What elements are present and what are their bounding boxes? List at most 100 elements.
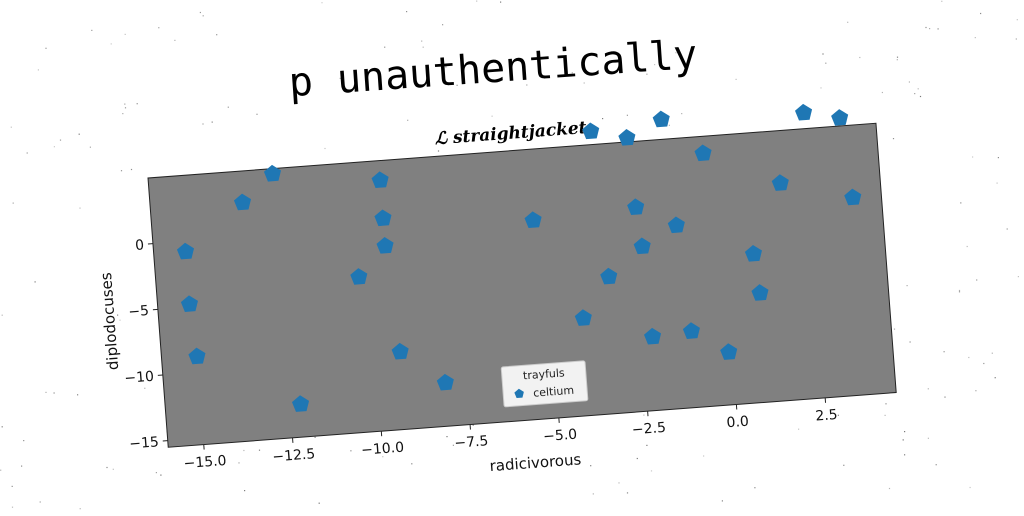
speckle-dot (889, 488, 890, 489)
x-axis-label: radicivorous (489, 450, 582, 475)
speckle-dot (929, 28, 930, 29)
speckle-dot (45, 392, 46, 393)
speckle-dot (91, 30, 92, 31)
speckle-dot (976, 279, 977, 280)
speckle-dot (960, 202, 961, 203)
speckle-dot (476, 1, 477, 2)
x-tick-label: −7.5 (454, 433, 489, 452)
data-point (831, 108, 849, 126)
y-axis-label: diplodocuses (97, 272, 122, 371)
x-tick-label: 0.0 (726, 414, 749, 432)
speckle-dot (975, 37, 976, 38)
speckle-dot (438, 150, 439, 151)
speckle-dot (894, 329, 895, 330)
speckle-dot (722, 500, 723, 501)
speckle-dot (90, 147, 91, 148)
speckle-dot (885, 403, 886, 404)
speckle-dot (321, 2, 322, 3)
speckle-dot (798, 429, 799, 430)
speckle-dot (54, 146, 55, 147)
y-tick-label: 0 (135, 237, 145, 254)
speckle-dot (907, 285, 908, 286)
speckle-dot (928, 438, 929, 439)
speckle-dot (121, 170, 122, 171)
speckle-dot (0, 470, 1, 471)
legend: trayfuls celtium (501, 361, 588, 407)
speckle-dot (243, 450, 244, 451)
speckle-dot (968, 357, 969, 358)
speckle-dot (643, 415, 644, 416)
speckle-dot (970, 487, 971, 488)
chart-subtitle: ℒ straightjacket (434, 118, 587, 149)
speckle-dot (820, 87, 821, 88)
speckle-dot (11, 127, 12, 128)
speckle-dot (202, 123, 203, 124)
speckle-dot (125, 107, 126, 108)
speckle-dot (980, 13, 981, 14)
speckle-dot (627, 115, 628, 116)
x-tick-label: −15.0 (183, 453, 227, 472)
speckle-dot (35, 281, 36, 282)
speckle-dot (897, 57, 898, 58)
speckle-dot (174, 40, 175, 41)
speckle-dot (122, 113, 123, 114)
speckle-dot (754, 487, 755, 488)
speckle-dot (2, 426, 3, 427)
speckle-dot (1007, 228, 1008, 229)
speckle-dot (12, 507, 13, 508)
speckle-dot (593, 493, 594, 494)
speckle-dot (936, 464, 937, 465)
speckle-dot (160, 475, 161, 476)
speckle-dot (119, 320, 120, 321)
speckle-dot (77, 394, 78, 395)
speckle-dot (914, 93, 915, 94)
speckle-dot (13, 203, 14, 204)
speckle-dot (918, 88, 919, 89)
y-tick-label: −5 (128, 303, 150, 321)
speckle-dot (590, 465, 591, 466)
speckle-dot (158, 27, 159, 28)
speckle-dot (1016, 38, 1017, 39)
x-tick-label: −12.5 (272, 446, 316, 465)
speckle-dot (203, 15, 204, 16)
speckle-dot (228, 107, 229, 108)
x-tick-label: −5.0 (543, 427, 578, 446)
speckle-dot (446, 436, 447, 437)
speckle-dot (995, 377, 996, 378)
data-point (652, 110, 670, 128)
data-point (795, 103, 813, 121)
speckle-dot (384, 47, 385, 48)
speckle-dot (315, 437, 316, 438)
speckle-dot (838, 415, 839, 416)
speckle-dot (144, 388, 145, 389)
speckle-dot (944, 351, 945, 352)
speckle-dot (646, 445, 647, 446)
speckle-dot (106, 467, 107, 468)
speckle-dot (998, 157, 999, 158)
speckle-dot (825, 63, 826, 64)
speckle-dot (238, 462, 239, 463)
speckle-dot (997, 183, 998, 184)
speckle-dot (124, 104, 125, 105)
speckle-dot (681, 113, 682, 114)
speckle-dot (407, 120, 408, 121)
speckle-dot (903, 439, 904, 440)
speckle-dot (137, 103, 138, 104)
chart-title: p unauthentically (287, 32, 699, 106)
speckle-dot (904, 431, 905, 432)
y-tick-label: −15 (129, 434, 160, 452)
x-tick-label: −2.5 (631, 420, 666, 439)
speckle-dot (703, 455, 704, 456)
speckle-dot (944, 397, 945, 398)
speckle-dot (1017, 19, 1018, 20)
speckle-dot (319, 503, 320, 504)
speckle-dot (669, 125, 670, 126)
speckle-dot (972, 156, 973, 157)
speckle-dot (618, 482, 619, 483)
speckle-dot (411, 463, 412, 464)
speckle-dot (847, 22, 848, 23)
speckle-dot (910, 341, 911, 342)
speckle-dot (23, 440, 24, 441)
